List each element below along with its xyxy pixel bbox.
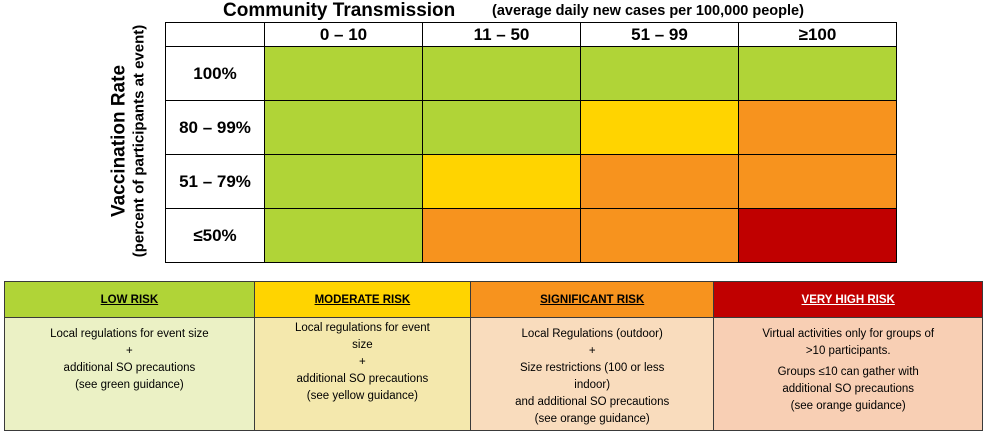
column-header: 51 – 99 <box>580 22 739 47</box>
legend-body-very-high: Virtual activities only for groups of >1… <box>713 317 983 431</box>
legend-text: Local regulations for event size + addit… <box>50 328 209 391</box>
legend-header-low: LOW RISK <box>4 281 255 318</box>
heatmap-cell <box>580 208 739 263</box>
row-header: 100% <box>165 46 265 101</box>
y-axis-title: Vaccination Rate <box>108 64 130 218</box>
heatmap-row: 100% <box>165 46 897 101</box>
legend-text: Local regulations for event size + addit… <box>294 322 430 402</box>
heatmap-cell <box>738 154 897 209</box>
row-header: 80 – 99% <box>165 100 265 155</box>
heatmap-cell <box>422 208 581 263</box>
legend-text: Virtual activities only for groups of >1… <box>762 328 935 357</box>
legend-text: Local Regulations (outdoor) + Size restr… <box>515 328 670 425</box>
y-axis-subtitle: (percent of participants at event) <box>130 24 148 258</box>
heatmap-cell <box>264 100 423 155</box>
legend-body-moderate: Local regulations for event size + addit… <box>253 317 471 431</box>
chart-title: Community Transmission (average daily ne… <box>0 0 986 22</box>
column-header: 0 – 10 <box>264 22 423 47</box>
legend-header-moderate: MODERATE RISK <box>253 281 471 318</box>
legend-body-significant: Local Regulations (outdoor) + Size restr… <box>469 317 715 431</box>
heatmap-row: 80 – 99% <box>165 100 897 155</box>
column-header: 11 – 50 <box>422 22 581 47</box>
risk-heatmap: 0 – 10 11 – 50 51 – 99 ≥100 100% 80 – 99… <box>165 22 897 263</box>
column-header: ≥100 <box>738 22 897 47</box>
legend-text-2: Groups ≤10 can gather with additional SO… <box>777 366 919 412</box>
risk-legend-table: LOW RISK MODERATE RISK SIGNIFICANT RISK … <box>4 281 983 431</box>
heatmap-cell <box>738 208 897 263</box>
y-axis-label: Vaccination Rate (percent of participant… <box>98 20 158 262</box>
legend-body-low: Local regulations for event size + addit… <box>4 317 255 431</box>
row-header: ≤50% <box>165 208 265 263</box>
heatmap-cell <box>264 46 423 101</box>
heatmap-cell <box>738 100 897 155</box>
heatmap-cell <box>738 46 897 101</box>
heatmap-cell <box>580 154 739 209</box>
legend-header-very-high: VERY HIGH RISK <box>713 281 983 318</box>
heatmap-cell <box>264 154 423 209</box>
heatmap-cell <box>264 208 423 263</box>
heatmap-corner <box>165 22 265 47</box>
heatmap-cell <box>422 100 581 155</box>
heatmap-cell <box>580 100 739 155</box>
heatmap-cell <box>580 46 739 101</box>
legend-header-significant: SIGNIFICANT RISK <box>469 281 715 318</box>
heatmap-cell <box>422 46 581 101</box>
heatmap-cell <box>422 154 581 209</box>
heatmap-row: 51 – 79% <box>165 154 897 209</box>
heatmap-row: ≤50% <box>165 208 897 263</box>
row-header: 51 – 79% <box>165 154 265 209</box>
title-subtitle: (average daily new cases per 100,000 peo… <box>492 3 804 19</box>
title-main: Community Transmission <box>223 0 456 21</box>
